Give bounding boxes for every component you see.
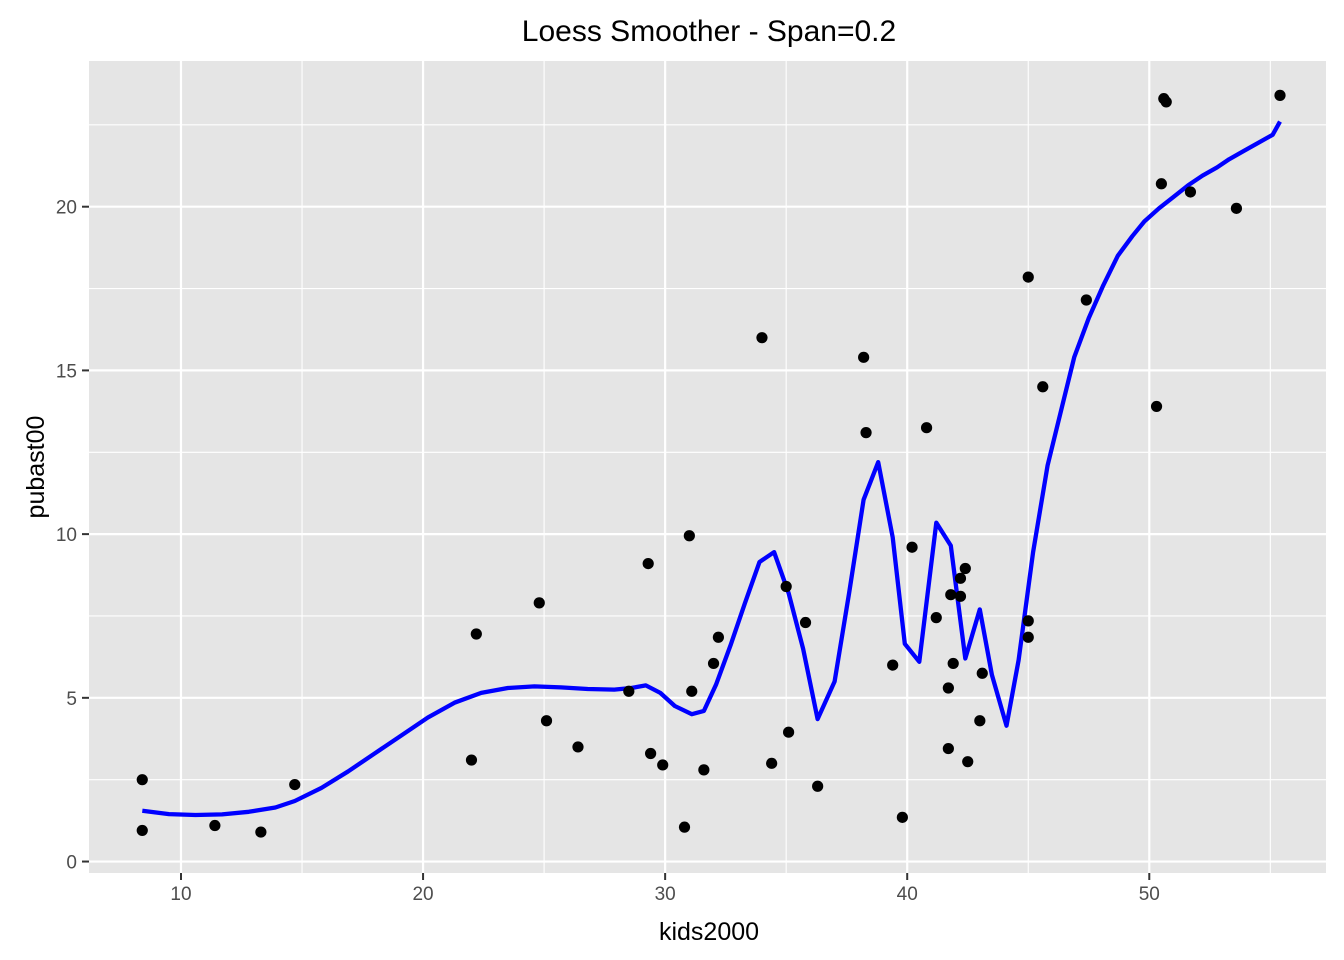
data-point [1155, 178, 1167, 190]
chart-title: Loess Smoother - Span=0.2 [522, 15, 896, 48]
data-point [1230, 202, 1243, 214]
data-point [947, 657, 959, 670]
x-tick-label: 50 [1139, 884, 1160, 905]
y-tick-label: 20 [56, 198, 77, 219]
data-point [136, 774, 148, 786]
data-point [974, 715, 986, 727]
data-point [887, 659, 899, 671]
data-point [945, 589, 957, 601]
data-point [707, 657, 720, 670]
y-tick-label: 0 [66, 853, 77, 874]
data-point [962, 756, 974, 768]
data-point [698, 764, 710, 776]
data-point [255, 826, 267, 838]
data-point [657, 759, 669, 771]
data-point [645, 747, 657, 760]
data-point [1150, 400, 1163, 413]
y-tick-label: 10 [56, 525, 77, 546]
points-layer [136, 89, 1286, 838]
x-tick-label: 10 [170, 884, 191, 905]
data-point [686, 685, 698, 697]
loess-smoother-line [142, 120, 1282, 818]
y-tick-label: 5 [66, 689, 77, 710]
data-point [954, 590, 967, 602]
data-point [896, 811, 908, 823]
plot-panel [89, 61, 1326, 873]
grid-major [89, 61, 1326, 873]
y-axis-title: pubast00 [22, 416, 50, 519]
data-point [1022, 631, 1034, 643]
data-point [942, 682, 954, 694]
data-point [782, 726, 795, 738]
data-point [860, 427, 872, 439]
data-point [959, 562, 971, 575]
data-point [906, 541, 918, 553]
data-point [642, 557, 654, 570]
data-point [1160, 96, 1172, 108]
data-point [1022, 615, 1034, 627]
data-point [289, 778, 301, 791]
smoother-layer [142, 120, 1282, 818]
x-tick-label: 40 [897, 884, 918, 905]
x-axis-title: kids2000 [659, 918, 759, 946]
data-point [209, 819, 221, 832]
x-axis: 10 20 30 40 50 [170, 873, 1160, 905]
data-point [942, 742, 954, 755]
data-point [812, 780, 824, 792]
data-point [712, 631, 724, 643]
data-point [858, 351, 870, 363]
data-point [954, 572, 967, 584]
x-tick-label: 20 [412, 884, 433, 905]
data-point [470, 628, 482, 640]
data-point [920, 422, 933, 434]
data-point [540, 715, 553, 727]
data-point [799, 616, 812, 629]
data-point [976, 667, 988, 679]
data-point [623, 685, 635, 697]
data-point [1080, 294, 1092, 306]
data-point [136, 824, 148, 837]
y-axis: 0 5 10 15 20 [56, 198, 89, 874]
data-point [465, 754, 478, 766]
data-point [756, 332, 768, 344]
data-point [1022, 271, 1034, 283]
data-point [1184, 186, 1197, 198]
data-point [683, 530, 695, 542]
data-point [1274, 89, 1286, 101]
data-point [533, 597, 545, 609]
data-point [766, 757, 778, 769]
data-point [1037, 381, 1049, 393]
y-tick-label: 15 [56, 361, 77, 382]
data-point [780, 580, 792, 593]
x-tick-label: 30 [655, 884, 676, 905]
data-point [678, 821, 691, 833]
data-point [930, 612, 942, 624]
data-point [572, 741, 584, 753]
